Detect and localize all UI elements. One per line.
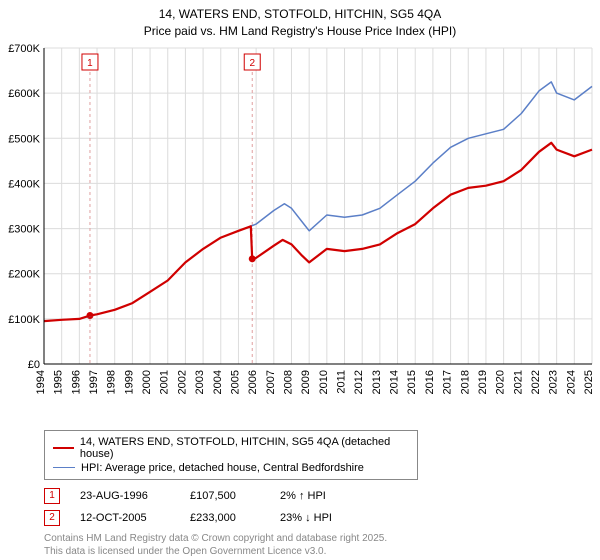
svg-text:1996: 1996 bbox=[70, 370, 82, 394]
svg-text:1994: 1994 bbox=[35, 370, 47, 394]
svg-text:2024: 2024 bbox=[565, 370, 577, 394]
svg-text:2: 2 bbox=[249, 58, 255, 69]
legend-swatch bbox=[53, 467, 75, 468]
legend-label: 14, WATERS END, STOTFOLD, HITCHIN, SG5 4… bbox=[80, 436, 409, 460]
svg-text:£400K: £400K bbox=[8, 178, 40, 190]
legend-label: HPI: Average price, detached house, Cent… bbox=[81, 462, 364, 474]
svg-text:2020: 2020 bbox=[495, 370, 507, 394]
svg-text:2001: 2001 bbox=[159, 370, 171, 394]
svg-text:£300K: £300K bbox=[8, 223, 40, 235]
svg-text:£700K: £700K bbox=[8, 44, 40, 55]
title-line-2: Price paid vs. HM Land Registry's House … bbox=[0, 23, 600, 40]
chart-svg: £0 £100K £200K £300K £400K £500K £600K £700K 199… bbox=[0, 44, 600, 424]
transaction-delta: 2% ↑ HPI bbox=[280, 490, 350, 502]
chart-area: £0 £100K £200K £300K £400K £500K £600K £700K 199… bbox=[0, 44, 600, 424]
svg-text:£500K: £500K bbox=[8, 133, 40, 145]
svg-text:2019: 2019 bbox=[477, 370, 489, 394]
svg-text:2008: 2008 bbox=[282, 370, 294, 394]
legend-swatch bbox=[53, 447, 74, 449]
svg-text:2014: 2014 bbox=[389, 370, 401, 394]
svg-text:2011: 2011 bbox=[336, 370, 348, 394]
svg-text:£600K: £600K bbox=[8, 88, 40, 100]
transaction-marker: 2 bbox=[44, 510, 60, 526]
transaction-delta: 23% ↓ HPI bbox=[280, 512, 350, 524]
transaction-row: 2 12-OCT-2005 £233,000 23% ↓ HPI bbox=[44, 510, 600, 526]
legend-item: HPI: Average price, detached house, Cent… bbox=[53, 461, 409, 475]
svg-text:2005: 2005 bbox=[229, 370, 241, 394]
svg-text:2025: 2025 bbox=[583, 370, 595, 394]
transaction-marker: 1 bbox=[44, 488, 60, 504]
title-line-1: 14, WATERS END, STOTFOLD, HITCHIN, SG5 4… bbox=[0, 6, 600, 23]
chart-title: 14, WATERS END, STOTFOLD, HITCHIN, SG5 4… bbox=[0, 0, 600, 44]
legend: 14, WATERS END, STOTFOLD, HITCHIN, SG5 4… bbox=[44, 430, 418, 480]
svg-text:2009: 2009 bbox=[300, 370, 312, 394]
copyright-line-2: This data is licensed under the Open Gov… bbox=[44, 545, 600, 558]
svg-text:1997: 1997 bbox=[88, 370, 100, 394]
svg-text:2000: 2000 bbox=[141, 370, 153, 394]
svg-text:2013: 2013 bbox=[371, 370, 383, 394]
copyright: Contains HM Land Registry data © Crown c… bbox=[44, 532, 600, 558]
svg-text:2021: 2021 bbox=[512, 370, 524, 394]
svg-text:2015: 2015 bbox=[406, 370, 418, 394]
svg-text:2002: 2002 bbox=[176, 370, 188, 394]
transaction-row: 1 23-AUG-1996 £107,500 2% ↑ HPI bbox=[44, 488, 600, 504]
svg-text:2003: 2003 bbox=[194, 370, 206, 394]
transaction-price: £233,000 bbox=[190, 512, 260, 524]
svg-text:2016: 2016 bbox=[424, 370, 436, 394]
svg-text:2023: 2023 bbox=[548, 370, 560, 394]
svg-text:2012: 2012 bbox=[353, 370, 365, 394]
svg-text:2004: 2004 bbox=[212, 370, 224, 394]
copyright-line-1: Contains HM Land Registry data © Crown c… bbox=[44, 532, 600, 545]
transaction-date: 12-OCT-2005 bbox=[80, 512, 170, 524]
chart-container: 14, WATERS END, STOTFOLD, HITCHIN, SG5 4… bbox=[0, 0, 600, 560]
svg-text:1998: 1998 bbox=[106, 370, 118, 394]
svg-text:2017: 2017 bbox=[442, 370, 454, 394]
svg-text:1999: 1999 bbox=[123, 370, 135, 394]
transaction-date: 23-AUG-1996 bbox=[80, 490, 170, 502]
svg-text:£200K: £200K bbox=[8, 268, 40, 280]
svg-text:1: 1 bbox=[87, 58, 93, 69]
svg-text:2022: 2022 bbox=[530, 370, 542, 394]
svg-text:2018: 2018 bbox=[459, 370, 471, 394]
svg-text:£0: £0 bbox=[28, 359, 40, 371]
svg-text:2007: 2007 bbox=[265, 370, 277, 394]
svg-text:1995: 1995 bbox=[53, 370, 65, 394]
transaction-price: £107,500 bbox=[190, 490, 260, 502]
transactions: 1 23-AUG-1996 £107,500 2% ↑ HPI 2 12-OCT-2005… bbox=[44, 488, 600, 526]
legend-item: 14, WATERS END, STOTFOLD, HITCHIN, SG5 4… bbox=[53, 435, 409, 461]
svg-text:£100K: £100K bbox=[8, 313, 40, 325]
svg-text:2010: 2010 bbox=[318, 370, 330, 394]
svg-text:2006: 2006 bbox=[247, 370, 259, 394]
